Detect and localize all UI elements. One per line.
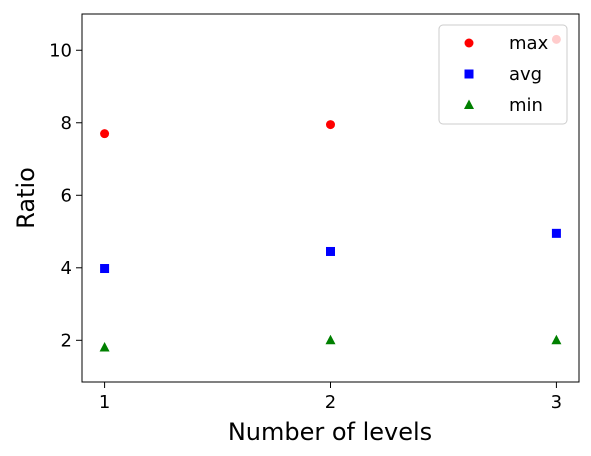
data-point-avg (551, 228, 561, 238)
x-tick-label: 1 (99, 392, 110, 413)
data-point-min (325, 334, 336, 345)
y-tick-label: 4 (61, 258, 72, 279)
y-axis-label: Ratio (12, 167, 40, 229)
y-tick-label: 2 (61, 330, 72, 351)
y-tick-label: 8 (61, 113, 72, 134)
legend-marker-avg (464, 69, 474, 79)
legend-label-min: min (509, 95, 543, 116)
legend: max avg min (438, 24, 568, 125)
x-tick-label: 3 (551, 392, 562, 413)
data-point-max (326, 120, 335, 130)
data-point-min (551, 334, 562, 345)
legend-marker-max (464, 38, 474, 48)
y-tick-label: 6 (61, 185, 72, 206)
x-axis-label: Number of levels (228, 418, 432, 446)
data-point-min (99, 342, 110, 352)
legend-box (438, 24, 568, 125)
data-point-avg (326, 246, 335, 256)
legend-label-avg: avg (509, 64, 542, 85)
legend-label-max: max (509, 33, 549, 54)
legend-marker-min (464, 99, 474, 109)
data-point-max (100, 129, 110, 139)
y-tick-label: 10 (49, 40, 72, 61)
data-point-avg (100, 264, 110, 274)
x-tick-label: 2 (325, 392, 336, 413)
